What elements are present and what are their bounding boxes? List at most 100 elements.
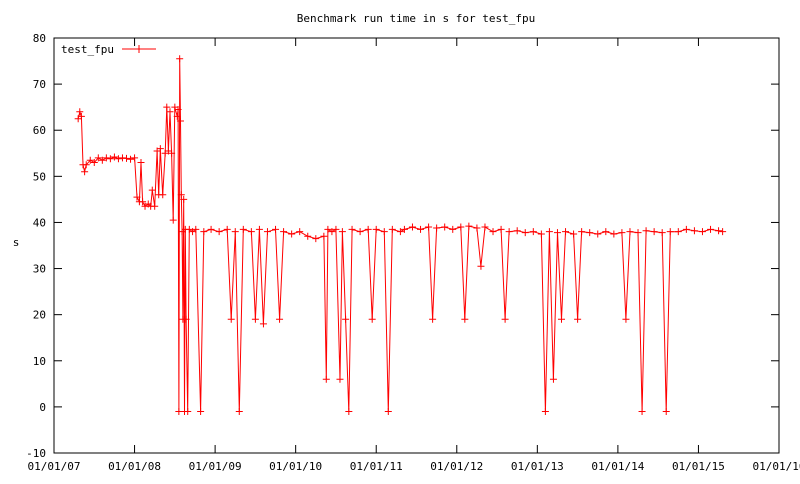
data-point — [156, 145, 164, 153]
data-point — [227, 315, 235, 323]
data-point — [324, 225, 332, 233]
x-tick-label: 01/01/13 — [511, 460, 564, 473]
data-point — [356, 228, 364, 236]
data-point — [328, 228, 336, 236]
data-point — [296, 228, 304, 236]
data-point — [345, 408, 353, 415]
data-point — [255, 225, 263, 233]
data-point — [102, 154, 110, 162]
data-point — [545, 228, 553, 236]
data-point — [562, 228, 570, 236]
data-point — [127, 155, 135, 163]
data-point — [259, 320, 267, 328]
data-point — [642, 227, 650, 235]
data-point — [549, 375, 557, 383]
series — [74, 55, 727, 415]
data-point — [342, 315, 350, 323]
data-point — [322, 375, 330, 383]
data-point — [215, 228, 223, 236]
data-point — [558, 315, 565, 323]
y-tick-label: 40 — [33, 216, 46, 229]
data-point — [477, 262, 485, 270]
data-point — [263, 228, 271, 236]
data-point — [332, 225, 340, 233]
data-point — [417, 225, 425, 233]
x-tick-label: 01/01/12 — [430, 460, 483, 473]
data-point — [570, 230, 578, 238]
data-point — [151, 202, 159, 210]
data-point — [380, 228, 388, 236]
data-point — [231, 228, 239, 236]
data-point — [465, 222, 473, 230]
data-point — [481, 223, 489, 231]
data-point — [433, 224, 441, 232]
data-point — [698, 228, 706, 236]
data-point — [537, 230, 545, 238]
legend: test_fpu — [61, 43, 156, 56]
data-point — [280, 228, 288, 236]
data-point — [173, 112, 181, 120]
x-tick-label: 01/01/16 — [753, 460, 800, 473]
data-point — [553, 229, 561, 237]
x-tick-label: 01/01/14 — [591, 460, 644, 473]
data-point — [77, 112, 85, 120]
data-point — [489, 228, 497, 236]
data-point — [288, 230, 296, 238]
y-axis-label: s — [13, 236, 20, 249]
data-point — [251, 315, 259, 323]
data-point — [396, 228, 404, 236]
data-point — [320, 232, 328, 240]
data-point — [364, 225, 372, 233]
data-point — [674, 228, 682, 236]
data-point — [400, 225, 408, 233]
data-point — [497, 225, 505, 233]
data-point — [682, 225, 690, 233]
data-point — [168, 149, 176, 157]
data-point — [388, 225, 396, 233]
data-point — [368, 315, 376, 323]
data-point — [272, 225, 280, 233]
data-point — [336, 375, 344, 383]
data-point — [586, 229, 594, 237]
data-point — [81, 168, 89, 176]
y-tick-label: 20 — [33, 309, 46, 322]
data-point — [457, 223, 465, 231]
data-point — [159, 191, 167, 199]
data-point — [707, 225, 715, 233]
data-point — [110, 153, 118, 161]
data-point — [276, 315, 284, 323]
data-point — [372, 225, 380, 233]
y-tick-label: -10 — [26, 447, 46, 460]
data-point — [574, 315, 582, 323]
data-point — [184, 408, 192, 415]
data-point — [441, 223, 449, 231]
data-point — [176, 55, 184, 63]
data-point — [719, 228, 727, 236]
x-tick-label: 01/01/11 — [350, 460, 403, 473]
data-point — [384, 408, 392, 415]
data-point — [408, 223, 416, 231]
data-point — [513, 227, 521, 235]
data-point — [666, 228, 674, 236]
data-point — [521, 229, 529, 237]
data-point — [501, 315, 509, 323]
data-point — [90, 159, 98, 166]
data-point — [618, 229, 626, 237]
x-tick-label: 01/01/08 — [108, 460, 161, 473]
data-point — [131, 154, 139, 162]
data-point — [166, 108, 174, 116]
data-point — [176, 117, 184, 125]
data-point — [163, 103, 171, 111]
x-tick-label: 01/01/10 — [269, 460, 322, 473]
data-point — [429, 315, 437, 323]
legend-label: test_fpu — [61, 43, 114, 56]
y-tick-label: 50 — [33, 170, 46, 183]
data-point — [348, 225, 356, 233]
data-point — [137, 159, 145, 166]
legend-marker — [135, 45, 143, 53]
data-point — [658, 229, 666, 237]
data-point — [304, 232, 312, 240]
data-point — [197, 408, 205, 415]
